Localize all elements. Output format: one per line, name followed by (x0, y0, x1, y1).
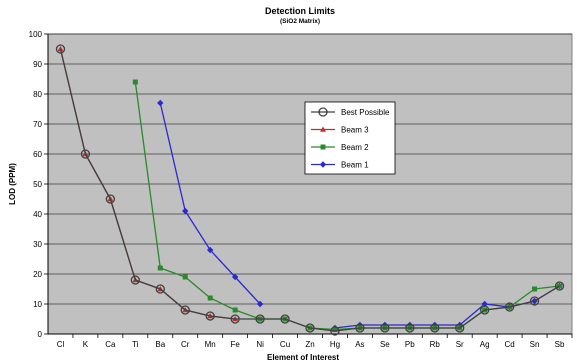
y-tick-label: 40 (33, 210, 42, 219)
data-point-best-possible (80, 149, 91, 159)
legend-entry-beam-3: Beam 3 (311, 126, 369, 135)
x-tick-label: Cu (280, 340, 290, 349)
series-best-possible (55, 44, 565, 336)
x-axis-label: Element of Interest (267, 353, 339, 362)
y-tick-label: 60 (33, 150, 42, 159)
y-tick-label: 70 (33, 120, 42, 129)
x-tick-label: Cd (505, 340, 515, 349)
x-tick-label: Sn (530, 340, 540, 349)
legend-entry-beam-1: Beam 1 (311, 161, 369, 170)
data-point-best-possible (455, 323, 465, 333)
x-tick-label: Sr (456, 340, 464, 349)
data-point-beam-3 (57, 46, 64, 52)
legend-entry-beam-2: Beam 2 (311, 143, 369, 152)
data-point-best-possible (180, 305, 190, 315)
legend-marker-beam-3 (320, 126, 326, 132)
x-tick-label: As (355, 340, 364, 349)
data-point-beam-2 (132, 79, 138, 85)
data-point-best-possible (529, 296, 540, 306)
data-point-best-possible (430, 323, 440, 333)
y-tick-label: 20 (33, 270, 42, 279)
x-tick-label: Ag (480, 340, 490, 349)
data-point-best-possible (504, 302, 515, 312)
x-tick-label: Zn (305, 340, 314, 349)
y-tick-label: 80 (33, 90, 42, 99)
data-point-best-possible (105, 194, 116, 204)
x-tick-label: Ti (132, 340, 139, 349)
x-tick-label: Cr (181, 340, 190, 349)
data-point-best-possible (380, 323, 390, 333)
data-point-best-possible (405, 323, 415, 333)
legend-marker-beam-2 (320, 144, 326, 150)
x-tick-label: Ni (256, 340, 264, 349)
legend-marker-beam-1 (319, 161, 327, 168)
data-point-beam-1 (182, 207, 189, 215)
y-tick-label: 0 (38, 330, 43, 339)
chart-subtitle: (SiO2 Matrix) (280, 18, 320, 25)
data-point-beam-1 (256, 300, 264, 308)
legend-label-best-possible: Best Possible (341, 108, 390, 117)
data-point-best-possible (130, 275, 140, 285)
data-point-best-possible (480, 305, 490, 315)
y-tick-label: 100 (29, 30, 43, 39)
data-point-best-possible (205, 311, 215, 321)
legend-label-beam-1: Beam 1 (341, 161, 369, 170)
data-point-best-possible (330, 326, 340, 336)
y-tick-label: 90 (33, 60, 42, 69)
legend: Best Possible Beam 3 Beam 2 Beam 1 (304, 101, 396, 175)
data-point-best-possible (230, 314, 240, 324)
data-point-beam-2 (232, 307, 238, 313)
chart-title: Detection Limits (265, 6, 335, 16)
legend-label-beam-2: Beam 2 (341, 143, 369, 152)
legend-marker-best-possible (318, 107, 328, 117)
plot-area: 0 10 20 30 40 50 60 70 80 90 100 Cl K Ca Ti Ba Cr Mn Fe Ni C… (29, 30, 573, 349)
y-axis-label: LOD (PPM) (8, 163, 17, 205)
data-point-beam-2 (182, 274, 188, 280)
y-tick-label: 30 (33, 240, 42, 249)
data-point-best-possible (355, 323, 365, 333)
data-point-best-possible (554, 281, 565, 291)
x-tick-label: Ca (105, 340, 116, 349)
data-point-best-possible (155, 284, 165, 294)
legend-label-beam-3: Beam 3 (341, 126, 369, 135)
data-point-beam-2 (532, 286, 538, 292)
x-tick-label: Sb (555, 340, 565, 349)
data-point-beam-1 (157, 99, 164, 107)
data-point-best-possible (255, 314, 265, 324)
x-tick-label: Ba (155, 340, 165, 349)
x-tick-label: Mn (205, 340, 216, 349)
x-tick-label: K (83, 340, 89, 349)
data-point-beam-1 (481, 300, 488, 308)
x-tick-label: Hg (330, 340, 340, 349)
x-tick-label: Rb (430, 340, 441, 349)
series-line-best-possible (59, 48, 560, 332)
data-point-beam-2 (207, 295, 213, 301)
x-tick-label: Fe (230, 340, 240, 349)
data-point-beam-2 (332, 327, 338, 332)
data-point-beam-1 (206, 246, 214, 254)
x-tick-label: Cl (57, 340, 65, 349)
data-point-best-possible (305, 323, 315, 333)
data-point-beam-1 (231, 273, 239, 281)
y-tick-label: 10 (33, 300, 42, 309)
x-tick-label: Se (380, 340, 390, 349)
data-point-best-possible (280, 314, 290, 324)
x-tick-label: Pb (405, 340, 415, 349)
y-tick-label: 50 (33, 180, 42, 189)
legend-entry-best-possible: Best Possible (311, 107, 390, 117)
data-point-best-possible (55, 44, 66, 54)
data-point-beam-2 (157, 265, 163, 271)
